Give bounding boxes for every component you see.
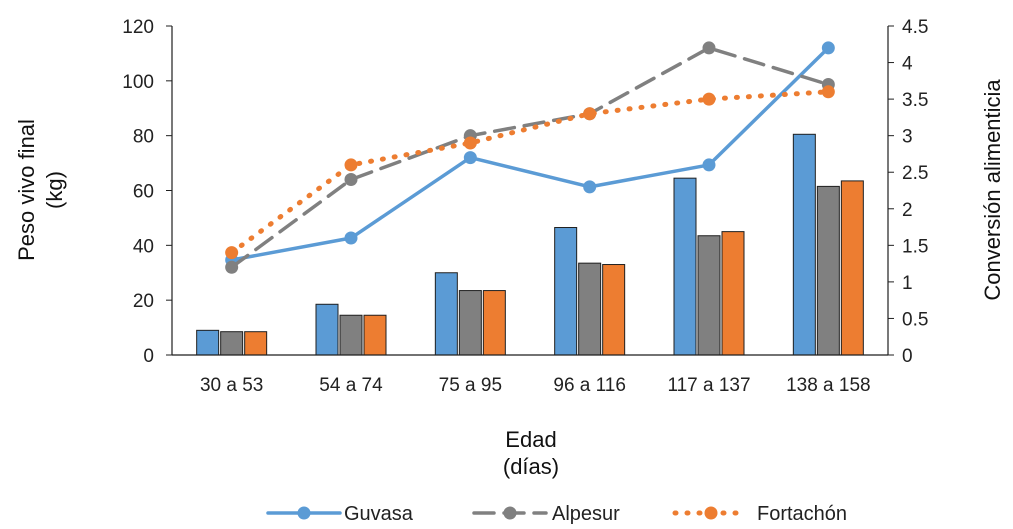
y-right-tick-label-6: 2.5 [902, 163, 928, 184]
bar-1-2 [315, 303, 339, 356]
y-right-tick-label-5: 2 [902, 200, 913, 221]
line-series-3 [229, 89, 831, 256]
bar-3-1 [244, 331, 268, 356]
line-point-2-1 [225, 260, 239, 274]
bar-2-4 [578, 262, 602, 356]
tick-labels: 0 20 40 60 80 100 120 0 0.5 1 1.5 2 2.5 3 3.5 4 4.5 30 a … [122, 17, 928, 396]
bar-group [196, 133, 864, 356]
bar-3-2 [363, 314, 387, 356]
line-series-2 [229, 46, 831, 270]
legend-label-1: Guvasa [344, 503, 414, 525]
legend-label-3: Fortachón [757, 503, 847, 525]
line-point-1-2 [344, 231, 358, 245]
y-right-tick-label-3: 1 [902, 273, 913, 294]
line-point-2-5 [702, 41, 716, 55]
x-title-line2: (días) [503, 454, 559, 479]
y-left-tick-label-3: 40 [133, 236, 154, 257]
bar-2-1 [220, 331, 244, 356]
line-point-3-1 [225, 246, 239, 260]
line-point-3-5 [702, 92, 716, 106]
y-right-tick-label-1: 0 [902, 346, 913, 367]
line-series-1 [229, 46, 831, 262]
y-left-tick-label-1: 0 [143, 346, 154, 367]
axes [166, 25, 894, 356]
line-point-1-6 [821, 41, 835, 55]
legend-swatch-marker-1 [297, 506, 311, 520]
line-point-3-6 [821, 85, 835, 99]
y-right-tick-label-10: 4.5 [902, 17, 928, 38]
y-right-tick-label-2: 0.5 [902, 309, 928, 330]
bar-2-6 [816, 185, 840, 356]
bar-1-4 [554, 227, 578, 356]
y-right-tick-label-7: 3 [902, 127, 913, 148]
bar-3-4 [602, 264, 626, 356]
bar-2-5 [697, 235, 721, 356]
bar-3-5 [721, 231, 745, 356]
legend-swatch-marker-3 [704, 506, 718, 520]
bar-1-1 [196, 329, 220, 356]
y-left-tick-label-6: 100 [122, 72, 154, 93]
legend-label-2: Alpesur [552, 503, 620, 525]
legend-swatch-marker-2 [503, 506, 517, 520]
y-right-tick-label-8: 3.5 [902, 90, 928, 111]
x-tick-label-6: 138 a 158 [786, 375, 871, 396]
line-point-1-3 [463, 151, 477, 165]
bar-3-6 [840, 180, 864, 356]
bar-1-6 [792, 133, 816, 356]
line-point-1-5 [702, 158, 716, 172]
bar-1-5 [673, 177, 697, 356]
y-left-tick-label-4: 60 [133, 182, 154, 203]
x-tick-label-2: 54 a 74 [319, 375, 383, 396]
y-left-tick-label-2: 20 [133, 291, 154, 312]
y-right-tick-label-4: 1.5 [902, 236, 928, 257]
y-right-tick-label-9: 4 [902, 54, 913, 75]
y-left-title-line1: Peso vivo final [14, 119, 39, 261]
x-tick-label-3: 75 a 95 [439, 375, 502, 396]
x-tick-label-1: 30 a 53 [200, 375, 263, 396]
y-left-title-line2: (kg) [42, 171, 67, 209]
line-point-3-2 [344, 158, 358, 172]
x-tick-label-4: 96 a 116 [553, 375, 626, 396]
line-group [225, 41, 835, 274]
legend: Guvasa Alpesur Fortachón [266, 503, 847, 525]
x-tick-label-5: 117 a 137 [667, 375, 750, 396]
y-left-tick-label-7: 120 [122, 17, 154, 38]
y-right-title: Conversión alimenticia [980, 79, 1005, 301]
x-title-line1: Edad [505, 427, 556, 452]
bar-2-2 [339, 314, 363, 356]
bar-2-3 [458, 290, 482, 356]
bar-1-3 [434, 272, 458, 356]
line-point-3-3 [463, 136, 477, 150]
bar-3-3 [482, 290, 506, 356]
line-point-1-4 [583, 180, 597, 194]
line-point-3-4 [583, 107, 597, 121]
line-point-2-2 [344, 173, 358, 187]
y-left-tick-label-5: 80 [133, 127, 154, 148]
